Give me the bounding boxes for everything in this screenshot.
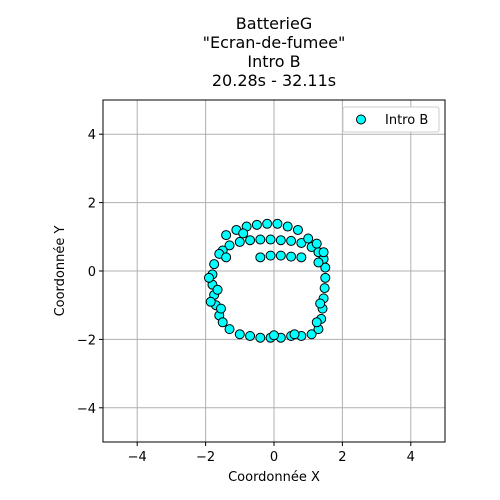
scatter-point	[315, 298, 326, 309]
x-tick-label-2: 0	[270, 450, 278, 465]
scatter-point	[217, 317, 228, 328]
scatter-point	[209, 259, 220, 270]
chart-title-line-3: Intro B	[247, 52, 300, 71]
chart-title-line-4: 20.28s - 32.11s	[212, 71, 336, 90]
scatter-point	[320, 262, 331, 273]
y-tick-label-3: 2	[88, 197, 96, 212]
x-tick-label-0: −4	[128, 450, 147, 465]
scatter-point	[255, 234, 266, 245]
scatter-point	[265, 234, 276, 245]
scatter-point	[269, 330, 279, 341]
scatter-point	[212, 284, 223, 295]
legend: Intro B	[342, 106, 440, 133]
scatter-point	[238, 228, 249, 239]
scatter-point	[319, 283, 330, 294]
scatter-series	[204, 218, 331, 343]
legend-box	[342, 106, 440, 133]
scatter-point	[234, 329, 245, 340]
scatter-point	[275, 250, 286, 261]
x-tick-label-1: −2	[196, 450, 215, 465]
scatter-point	[255, 332, 266, 343]
scatter-point	[320, 272, 331, 283]
scatter-point	[251, 219, 262, 230]
scatter-point	[245, 235, 256, 246]
scatter-point	[224, 240, 235, 251]
scatter-point	[221, 252, 232, 263]
scatter-point	[255, 252, 266, 263]
scatter-point	[296, 252, 307, 263]
chart-title: BatterieG"Ecran-de-fumee"Intro B20.28s -…	[203, 14, 346, 90]
scatter-point	[292, 224, 303, 235]
axis-ticks: −4 −2 0 2 4 −4 −2 0 2 4	[77, 128, 415, 465]
chart-title-line-2: "Ecran-de-fumee"	[203, 33, 346, 52]
scatter-point	[234, 236, 245, 247]
y-tick-label-1: −2	[77, 333, 96, 348]
scatter-point	[313, 257, 324, 268]
scatter-point	[204, 272, 215, 283]
scatter-point	[296, 237, 307, 248]
scatter-point	[245, 330, 256, 341]
scatter-point	[215, 303, 226, 314]
x-tick-label-4: 4	[407, 450, 415, 465]
scatter-point	[303, 233, 314, 244]
x-axis-label: Coordonnée X	[228, 470, 320, 485]
y-axis-label: Coordonnée Y	[53, 226, 68, 317]
scatter-point	[205, 296, 216, 307]
x-tick-label-3: 2	[338, 450, 346, 465]
scatter-point	[282, 221, 293, 232]
scatter-point	[272, 218, 283, 229]
scatter-point	[275, 235, 286, 246]
scatter-point	[262, 218, 273, 229]
scatter-point	[311, 238, 322, 249]
scatter-point	[221, 230, 232, 241]
y-tick-label-2: 0	[88, 265, 96, 280]
y-tick-label-0: −4	[77, 402, 96, 417]
chart-title-line-1: BatterieG	[236, 14, 312, 33]
legend-marker	[356, 114, 366, 125]
scatter-point	[306, 329, 317, 340]
grid	[103, 100, 445, 442]
scatter-point	[311, 317, 322, 328]
legend-label: Intro B	[385, 113, 428, 128]
y-tick-label-4: 4	[88, 128, 96, 143]
scatter-point	[318, 247, 329, 258]
scatter-point	[289, 329, 300, 340]
scatter-point	[224, 324, 235, 335]
scatter-point	[265, 250, 276, 261]
scatter-point	[286, 235, 297, 246]
scatter-point	[286, 251, 297, 262]
